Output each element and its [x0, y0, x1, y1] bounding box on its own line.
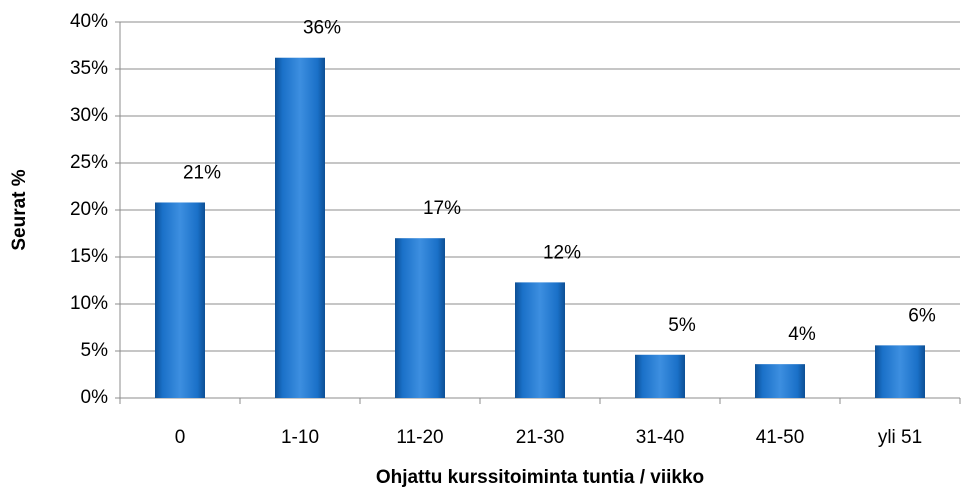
- y-axis-title: Seurat %: [9, 169, 30, 250]
- y-tick-label: 25%: [70, 152, 108, 173]
- bar: [515, 282, 565, 398]
- y-tick-label: 10%: [70, 293, 108, 314]
- x-tick-label: 0: [175, 427, 186, 448]
- x-tick-label: 1-10: [281, 427, 319, 448]
- value-label: 21%: [183, 162, 221, 183]
- y-tick-label: 35%: [70, 58, 108, 79]
- y-tick-label: 0%: [81, 387, 109, 408]
- y-tick-label: 20%: [70, 199, 108, 220]
- bar: [395, 238, 445, 398]
- x-tick-label: 21-30: [516, 427, 565, 448]
- bar: [875, 345, 925, 398]
- x-tick-label: 31-40: [636, 427, 685, 448]
- value-label: 17%: [423, 198, 461, 219]
- y-tick-label: 5%: [81, 340, 109, 361]
- value-label: 4%: [788, 324, 816, 345]
- bar: [275, 57, 325, 398]
- bar: [755, 364, 805, 398]
- value-label: 5%: [668, 315, 696, 336]
- bar: [155, 202, 205, 398]
- value-label: 36%: [303, 18, 341, 39]
- x-tick-label: yli 51: [878, 427, 922, 448]
- value-label: 12%: [543, 242, 581, 263]
- bar: [635, 354, 685, 398]
- y-tick-label: 30%: [70, 105, 108, 126]
- x-axis-title: Ohjattu kurssitoiminta tuntia / viikko: [376, 467, 704, 488]
- value-label: 6%: [908, 305, 936, 326]
- x-tick-label: 11-20: [396, 427, 443, 448]
- y-tick-label: 40%: [70, 11, 108, 32]
- x-tick-label: 41-50: [756, 427, 805, 448]
- y-tick-label: 15%: [70, 246, 108, 267]
